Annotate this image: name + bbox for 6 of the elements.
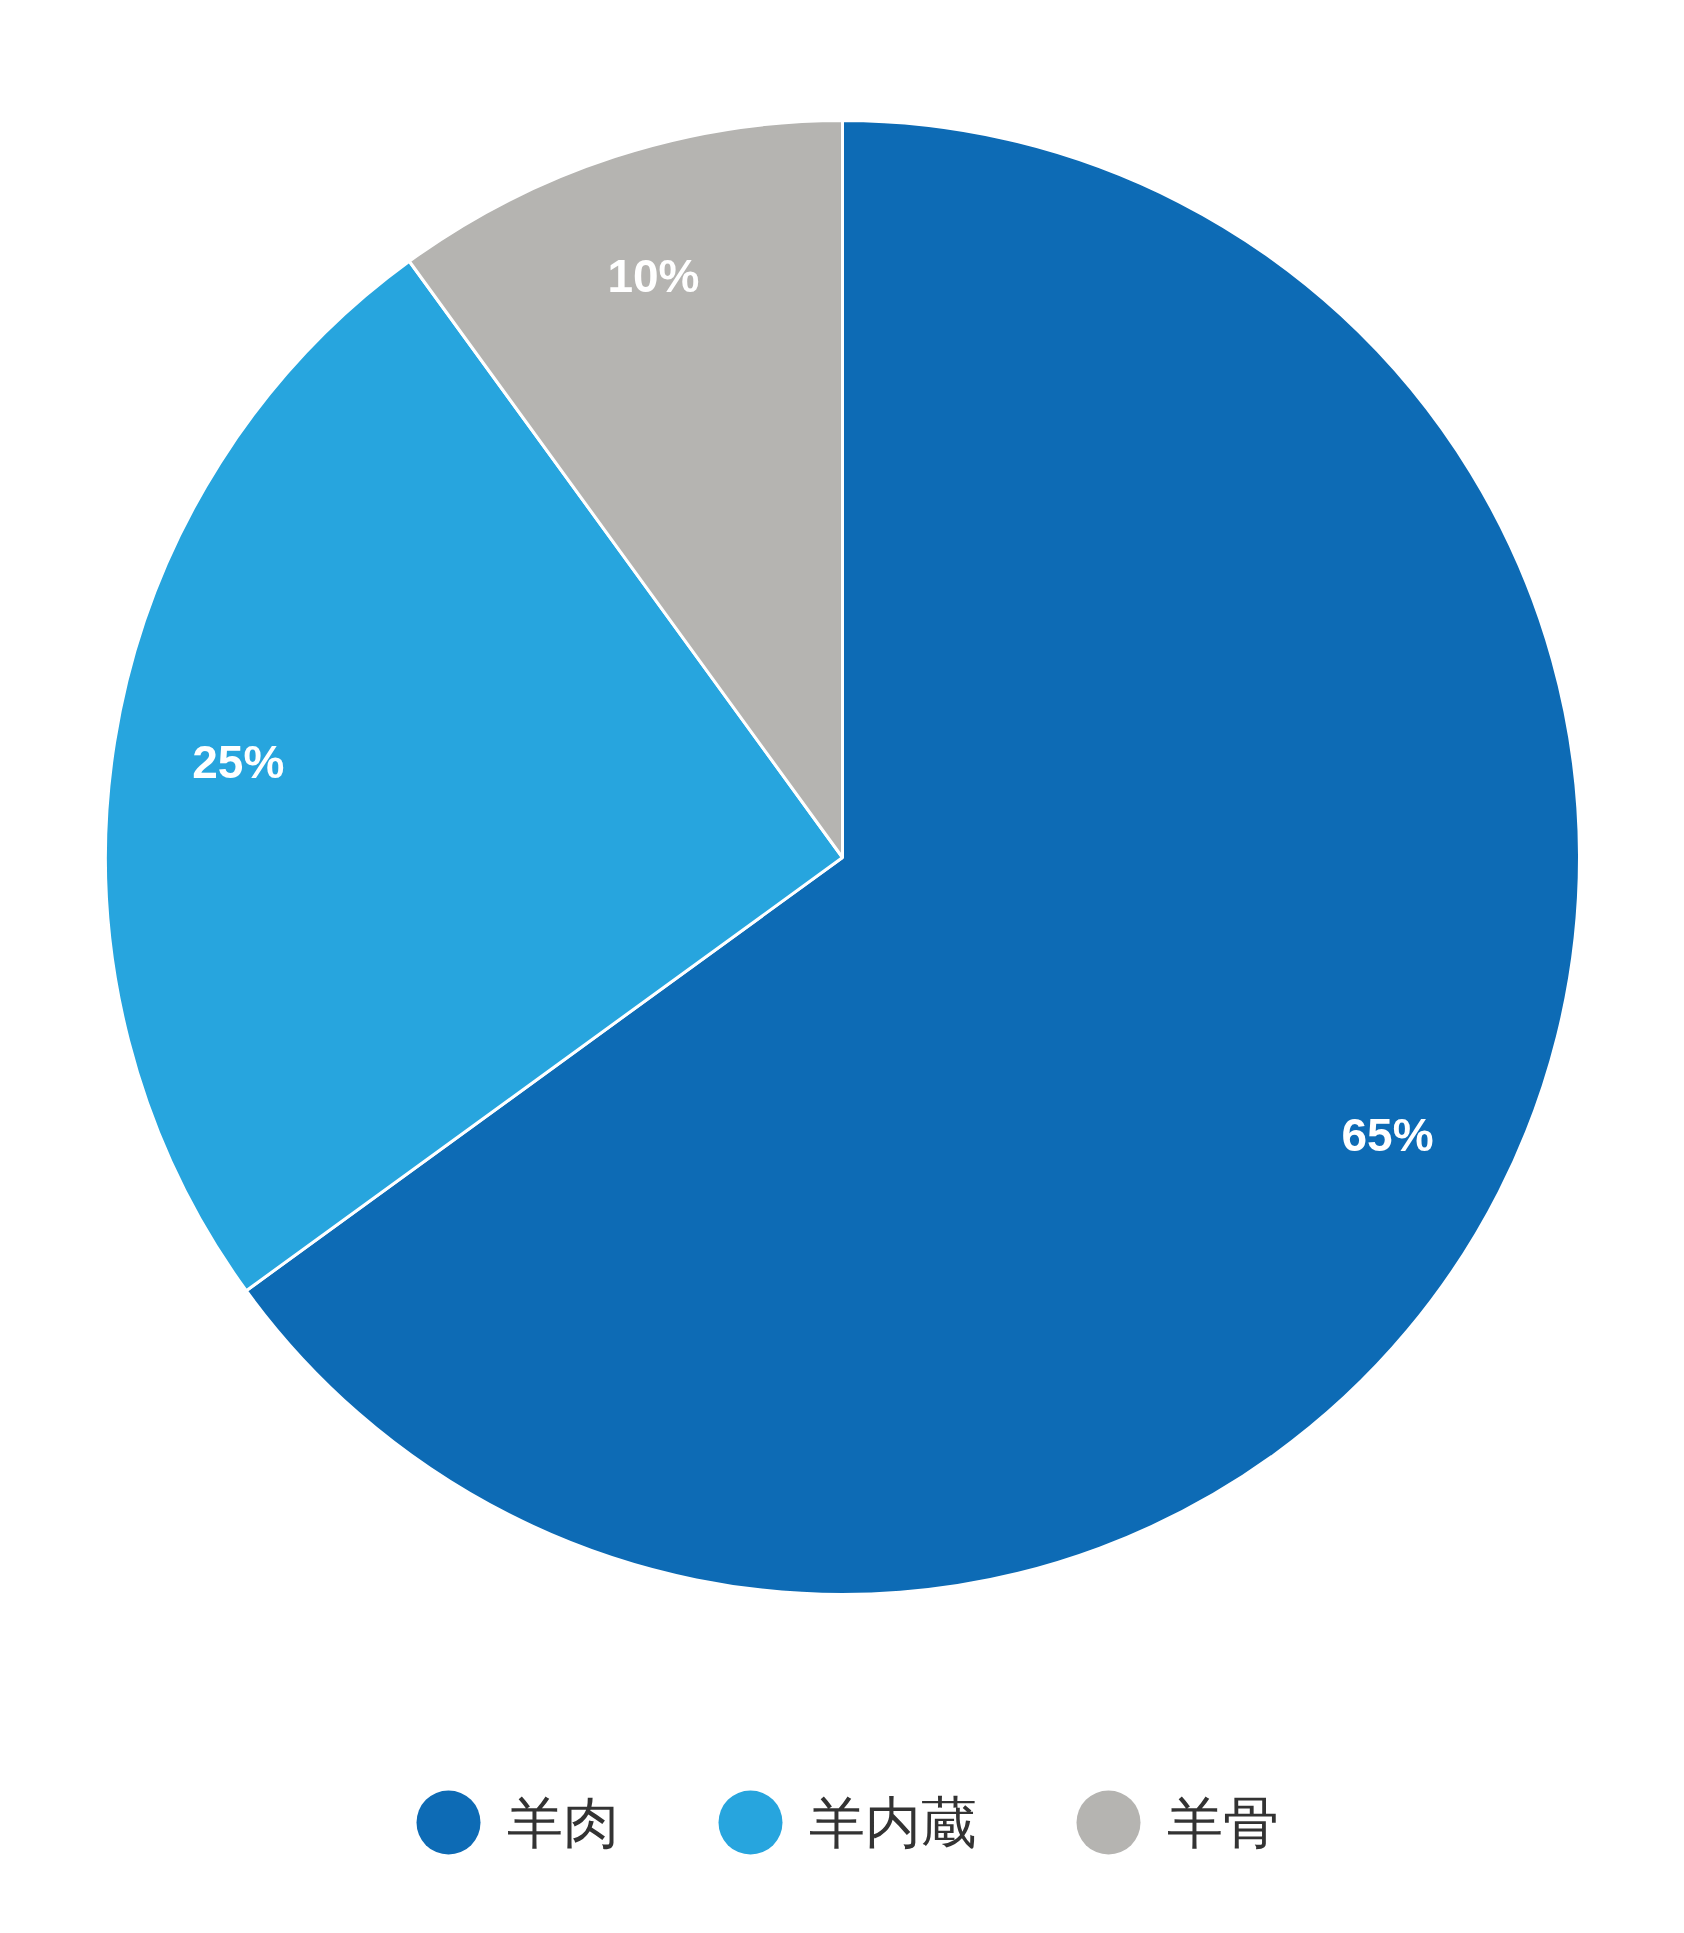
legend-label: 羊骨: [1166, 1790, 1279, 1855]
data-label: 10%: [607, 249, 700, 302]
legend-label: 羊内蔵: [808, 1790, 977, 1855]
legend-label: 羊肉: [506, 1790, 619, 1855]
data-label: 25%: [192, 735, 285, 788]
data-label: 65%: [1341, 1109, 1434, 1162]
